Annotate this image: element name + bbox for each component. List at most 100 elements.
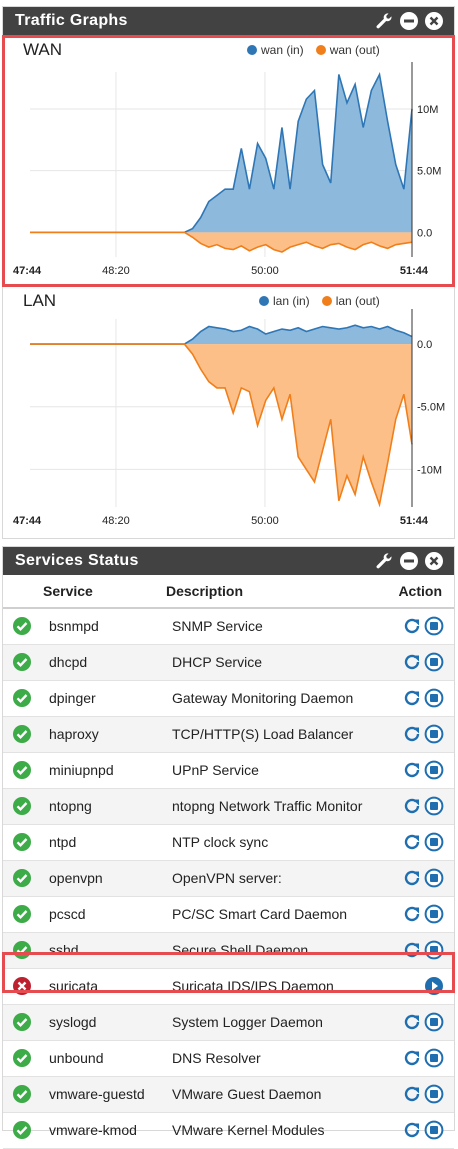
- service-name: sshd: [49, 942, 79, 958]
- service-name: unbound: [49, 1050, 104, 1066]
- restart-icon[interactable]: [402, 1120, 422, 1140]
- services-rows: bsnmpd SNMP Service dhcpd DHCP Service dping…: [3, 609, 454, 1149]
- service-name: bsnmpd: [49, 618, 99, 634]
- lan-x-tick-label: 48:20: [102, 515, 130, 527]
- service-description: ntopng Network Traffic Monitor: [172, 798, 363, 814]
- lan-in-area: [30, 325, 412, 345]
- lan-legend-in[interactable]: lan (in): [259, 294, 310, 308]
- status-running-icon: [13, 761, 31, 779]
- restart-icon[interactable]: [402, 832, 422, 852]
- stop-icon[interactable]: [424, 1120, 444, 1140]
- status-running-icon: [13, 869, 31, 887]
- service-row-vmware-guestd: vmware-guestd VMware Guest Daemon: [3, 1077, 454, 1113]
- stop-icon[interactable]: [424, 760, 444, 780]
- status-running-icon: [13, 905, 31, 923]
- service-name: dpinger: [49, 690, 96, 706]
- stop-icon[interactable]: [424, 832, 444, 852]
- minimize-icon[interactable]: [399, 551, 419, 571]
- restart-icon[interactable]: [402, 1084, 422, 1104]
- restart-icon[interactable]: [402, 940, 422, 960]
- service-name: vmware-guestd: [49, 1086, 145, 1102]
- lan-out-line: [30, 343, 413, 508]
- stop-icon[interactable]: [424, 940, 444, 960]
- service-actions: [402, 616, 444, 636]
- traffic-graphs-title: Traffic Graphs: [15, 12, 128, 29]
- stop-icon[interactable]: [424, 688, 444, 708]
- wan-chart-title: WAN: [23, 40, 63, 59]
- service-actions: [402, 1084, 444, 1104]
- wan-x-tick-label: 51:44: [400, 265, 429, 277]
- service-actions: [402, 904, 444, 924]
- stop-icon[interactable]: [424, 1012, 444, 1032]
- stop-icon[interactable]: [424, 724, 444, 744]
- lan-legend: lan (in) lan (out): [259, 294, 380, 308]
- wan-y-tick-label: 0.0: [417, 227, 432, 239]
- lan-out-area: [30, 344, 412, 505]
- service-row-dhcpd: dhcpd DHCP Service: [3, 645, 454, 681]
- service-name: ntpd: [49, 834, 77, 850]
- close-icon[interactable]: [424, 551, 444, 571]
- restart-icon[interactable]: [402, 868, 422, 888]
- service-actions: [402, 760, 444, 780]
- service-actions: [424, 976, 444, 996]
- stop-icon[interactable]: [424, 1084, 444, 1104]
- stop-icon[interactable]: [424, 868, 444, 888]
- status-running-icon: [13, 1085, 31, 1103]
- status-stopped-icon: [13, 977, 31, 995]
- wan-y-tick-label: 5.0M: [417, 166, 441, 178]
- lan-y-tick-label: -5.0M: [417, 402, 445, 414]
- status-running-icon: [13, 653, 31, 671]
- traffic-graphs-header: Traffic Graphs: [3, 7, 454, 35]
- service-description: Suricata IDS/IPS Daemon: [172, 978, 334, 994]
- service-row-vmware-kmod: vmware-kmod VMware Kernel Modules: [3, 1113, 454, 1149]
- status-running-icon: [13, 797, 31, 815]
- stop-icon[interactable]: [424, 652, 444, 672]
- start-icon[interactable]: [424, 976, 444, 996]
- lan-chart-title: LAN: [23, 291, 57, 310]
- services-table: Service Description Action bsnmpd SNMP Se…: [3, 575, 454, 1149]
- service-row-ntpd: ntpd NTP clock sync: [3, 825, 454, 861]
- lan-legend-out[interactable]: lan (out): [321, 294, 380, 308]
- restart-icon[interactable]: [402, 616, 422, 636]
- stop-icon[interactable]: [424, 904, 444, 924]
- restart-icon[interactable]: [402, 904, 422, 924]
- restart-icon[interactable]: [402, 724, 422, 744]
- services-table-header: Service Description Action: [3, 575, 454, 609]
- lan-y-tick-label: 0.0: [417, 339, 432, 351]
- stop-icon[interactable]: [424, 1048, 444, 1068]
- close-icon[interactable]: [424, 11, 444, 31]
- restart-icon[interactable]: [402, 1048, 422, 1068]
- stop-icon[interactable]: [424, 796, 444, 816]
- wan-out-line: [30, 231, 413, 253]
- minimize-icon[interactable]: [399, 11, 419, 31]
- wrench-icon[interactable]: [374, 551, 394, 571]
- wan-legend: wan (in) wan (out): [247, 43, 380, 57]
- status-running-icon: [13, 689, 31, 707]
- service-actions: [402, 1012, 444, 1032]
- restart-icon[interactable]: [402, 1012, 422, 1032]
- restart-icon[interactable]: [402, 688, 422, 708]
- wan-legend-out[interactable]: wan (out): [315, 43, 380, 57]
- wan-plot: 10M 5.0M 0.0 47:44 48:20 50:00 51:44: [13, 62, 441, 277]
- status-running-icon: [13, 1121, 31, 1139]
- service-actions: [402, 940, 444, 960]
- wan-in-area: [30, 74, 412, 233]
- wan-legend-in[interactable]: wan (in): [247, 43, 304, 57]
- service-name: haproxy: [49, 726, 99, 742]
- services-status-header: Services Status: [3, 547, 454, 575]
- status-running-icon: [13, 725, 31, 743]
- wrench-icon[interactable]: [374, 11, 394, 31]
- stop-icon[interactable]: [424, 616, 444, 636]
- service-row-suricata: suricata Suricata IDS/IPS Daemon: [3, 969, 454, 1005]
- lan-x-tick-label: 47:44: [13, 515, 42, 527]
- service-description: DNS Resolver: [172, 1050, 261, 1066]
- service-description: NTP clock sync: [172, 834, 269, 850]
- service-actions: [402, 868, 444, 888]
- service-description: VMware Kernel Modules: [172, 1122, 325, 1138]
- traffic-graphs-panel: Traffic Graphs WAN wan (in) wan (out) 10…: [2, 6, 455, 539]
- wan-x-tick-label: 50:00: [251, 265, 279, 277]
- restart-icon[interactable]: [402, 760, 422, 780]
- restart-icon[interactable]: [402, 652, 422, 672]
- restart-icon[interactable]: [402, 796, 422, 816]
- wan-y-tick-label: 10M: [417, 104, 438, 116]
